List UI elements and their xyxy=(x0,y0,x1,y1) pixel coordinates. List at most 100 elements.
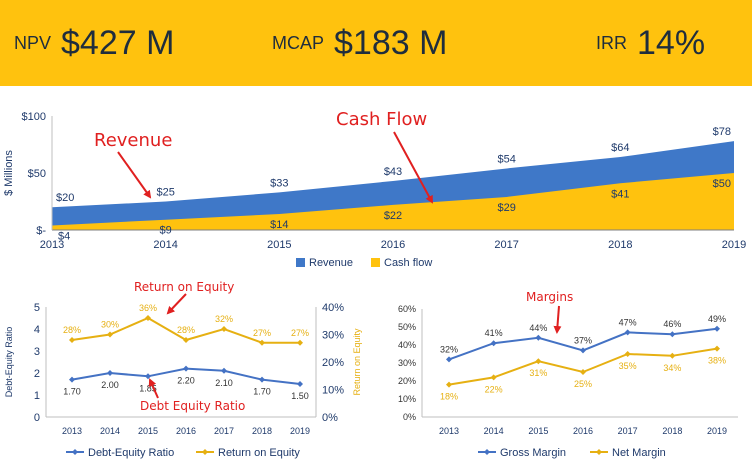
debt-equity-data-label: 1.85 xyxy=(139,383,157,393)
x-tick-label: 2017 xyxy=(214,426,234,436)
right-tick-label: 40% xyxy=(322,302,344,314)
roe-data-label: 30% xyxy=(101,320,119,330)
revenue-data-label: $78 xyxy=(713,126,731,138)
cashflow-data-label: $22 xyxy=(384,210,402,222)
revenue-data-label: $54 xyxy=(497,153,515,165)
net-margin-data-label: 22% xyxy=(485,384,503,394)
gross-margin-point xyxy=(490,340,497,347)
gross-margin-data-label: 49% xyxy=(708,314,726,324)
y-tick-label: 50% xyxy=(398,322,416,332)
legend-roe-marker xyxy=(202,449,208,455)
debt-equity-point xyxy=(221,367,227,374)
debt-equity-data-label: 2.10 xyxy=(215,378,233,388)
roe-point xyxy=(183,337,189,343)
gross-margin-point xyxy=(535,334,542,341)
roe-data-label: 27% xyxy=(291,328,309,338)
y-tick-label: 0% xyxy=(403,412,416,422)
debt-roe-chart: 0 1 2 3 4 5 0% 10% 20% 30% 40% 2013 2014 2015 2016 2017… xyxy=(4,280,362,459)
cashflow-data-label: $50 xyxy=(713,178,731,190)
y-axis-title: $ Millions xyxy=(3,150,15,196)
net-margin-data-label: 25% xyxy=(574,379,592,389)
cashflow-data-label: $4 xyxy=(58,230,70,242)
x-tick-label: 2015 xyxy=(267,239,291,251)
gross-margin-data-label: 47% xyxy=(619,317,637,327)
debt-equity-point xyxy=(297,381,303,387)
x-tick-label: 2017 xyxy=(494,239,518,251)
kpi-npv-label: NPV xyxy=(14,32,52,53)
left-axis-title: Debt-Equity Ratio xyxy=(4,327,14,398)
x-tick-label: 2013 xyxy=(40,239,64,251)
left-tick-label: 4 xyxy=(34,324,40,336)
kpi-npv: NPV $427 M xyxy=(14,0,174,86)
y-tick-label: 20% xyxy=(398,376,416,386)
right-tick-label: 0% xyxy=(322,412,338,424)
roe-data-label: 28% xyxy=(177,325,195,335)
right-tick-label: 30% xyxy=(322,330,344,342)
net-margin-point xyxy=(490,374,497,381)
net-margin-data-label: 31% xyxy=(529,368,547,378)
kpi-mcap-value: $183 M xyxy=(334,23,448,62)
left-tick-label: 1 xyxy=(34,390,40,402)
gross-margin-data-label: 41% xyxy=(485,328,503,338)
gross-margin-point xyxy=(446,356,452,363)
roe-data-label: 32% xyxy=(215,314,233,324)
legend-roe-label: Return on Equity xyxy=(218,447,300,459)
x-tick-label: 2013 xyxy=(439,426,459,436)
x-tick-label: 2018 xyxy=(252,426,272,436)
legend-debt-equity-label: Debt-Equity Ratio xyxy=(88,447,174,459)
debt-equity-data-label: 2.00 xyxy=(101,380,119,390)
roe-point xyxy=(221,326,227,332)
x-tick-label: 2015 xyxy=(138,426,158,436)
annotation-margins: Margins xyxy=(526,290,573,304)
net-margin-point xyxy=(535,358,542,365)
debt-equity-point xyxy=(183,365,189,372)
revenue-cashflow-chart: $- $50 $100 2013 2014 2015 2016 2017 2018 2019 $ M… xyxy=(3,109,746,269)
net-margin-point xyxy=(714,345,720,352)
y-tick-label: 10% xyxy=(398,394,416,404)
cashflow-data-label: $29 xyxy=(497,202,515,214)
annotation-revenue: Revenue xyxy=(94,130,172,151)
net-margin-data-label: 35% xyxy=(619,361,637,371)
legend-gross-margin-label: Gross Margin xyxy=(500,447,566,459)
legend-cashflow-swatch xyxy=(371,258,380,267)
annotation-cash-flow: Cash Flow xyxy=(336,109,427,130)
right-axis-title: Return on Equity xyxy=(352,328,362,396)
cashflow-data-label: $9 xyxy=(160,225,172,237)
annotation-return-on-equity: Return on Equity xyxy=(134,280,234,294)
left-tick-label: 3 xyxy=(34,346,40,358)
kpi-npv-value: $427 M xyxy=(61,23,175,62)
debt-equity-data-label: 1.70 xyxy=(253,387,271,397)
net-margin-point xyxy=(446,381,452,388)
debt-equity-point xyxy=(107,370,113,376)
roe-point xyxy=(69,337,75,343)
legend-revenue-swatch xyxy=(296,258,305,267)
kpi-mcap-label: MCAP xyxy=(272,32,325,53)
annotation-debt-equity-arrow xyxy=(148,378,159,399)
revenue-data-label: $25 xyxy=(156,187,174,199)
y-tick-label: 30% xyxy=(398,358,416,368)
legend-net-margin-label: Net Margin xyxy=(612,447,666,459)
annotation-roe-arrow xyxy=(166,293,187,315)
left-tick-label: 2 xyxy=(34,368,40,380)
legend-gross-margin-marker xyxy=(484,449,490,455)
gross-margin-data-label: 32% xyxy=(440,344,458,354)
roe-point xyxy=(107,331,113,338)
legend-net-margin-marker xyxy=(596,449,602,455)
x-tick-label: 2014 xyxy=(100,426,120,436)
revenue-data-label: $43 xyxy=(384,166,402,178)
legend-cashflow-label: Cash flow xyxy=(384,257,432,269)
x-tick-label: 2018 xyxy=(662,426,682,436)
roe-data-label: 28% xyxy=(63,325,81,335)
roe-data-label: 36% xyxy=(139,303,157,313)
y-tick-label: $100 xyxy=(22,111,46,123)
left-tick-label: 0 xyxy=(34,412,40,424)
y-tick-label: 40% xyxy=(398,340,416,350)
net-margin-point xyxy=(624,351,631,357)
y-tick-label: $- xyxy=(36,225,46,237)
x-tick-label: 2017 xyxy=(618,426,638,436)
x-tick-label: 2015 xyxy=(528,426,548,436)
roe-data-label: 27% xyxy=(253,328,271,338)
left-tick-label: 5 xyxy=(34,302,40,314)
kpi-mcap: MCAP $183 M xyxy=(272,0,447,86)
